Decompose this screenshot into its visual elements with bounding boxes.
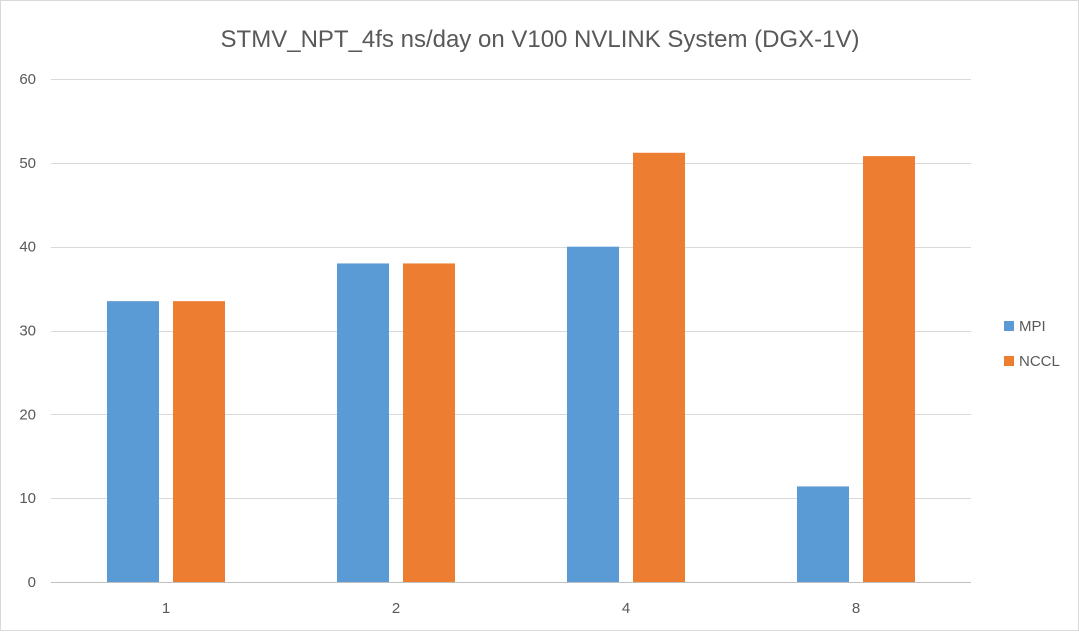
legend-label-mpi: MPI bbox=[1019, 318, 1046, 335]
chart-title: STMV_NPT_4fs ns/day on V100 NVLINK Syste… bbox=[221, 26, 860, 53]
y-tick-label: 0 bbox=[28, 574, 36, 591]
bar-nccl-8 bbox=[863, 156, 915, 583]
y-tick-label: 50 bbox=[19, 155, 36, 172]
bar-mpi-8 bbox=[797, 486, 849, 582]
y-axis-tick-labels: 0 10 20 30 40 50 60 bbox=[19, 71, 36, 591]
y-tick-label: 10 bbox=[19, 490, 36, 507]
x-tick-label: 4 bbox=[622, 600, 630, 617]
x-tick-label: 1 bbox=[162, 600, 170, 617]
bar-mpi-1 bbox=[107, 301, 159, 582]
bar-nccl-2 bbox=[403, 263, 455, 582]
legend: MPI NCCL bbox=[1004, 318, 1060, 370]
x-tick-label: 8 bbox=[852, 600, 860, 617]
y-tick-label: 40 bbox=[19, 239, 36, 256]
x-tick-label: 2 bbox=[392, 600, 400, 617]
bar-mpi-4 bbox=[567, 246, 619, 582]
legend-label-nccl: NCCL bbox=[1019, 353, 1060, 370]
bars bbox=[107, 152, 915, 583]
legend-swatch-mpi bbox=[1004, 321, 1014, 331]
legend-swatch-nccl bbox=[1004, 356, 1014, 366]
bar-nccl-1 bbox=[173, 301, 225, 582]
bar-nccl-4 bbox=[633, 152, 685, 583]
x-axis-tick-labels: 1 2 4 8 bbox=[162, 600, 860, 617]
y-tick-label: 20 bbox=[19, 406, 36, 423]
y-tick-label: 30 bbox=[19, 323, 36, 340]
bar-mpi-2 bbox=[337, 263, 389, 582]
y-tick-label: 60 bbox=[19, 71, 36, 88]
